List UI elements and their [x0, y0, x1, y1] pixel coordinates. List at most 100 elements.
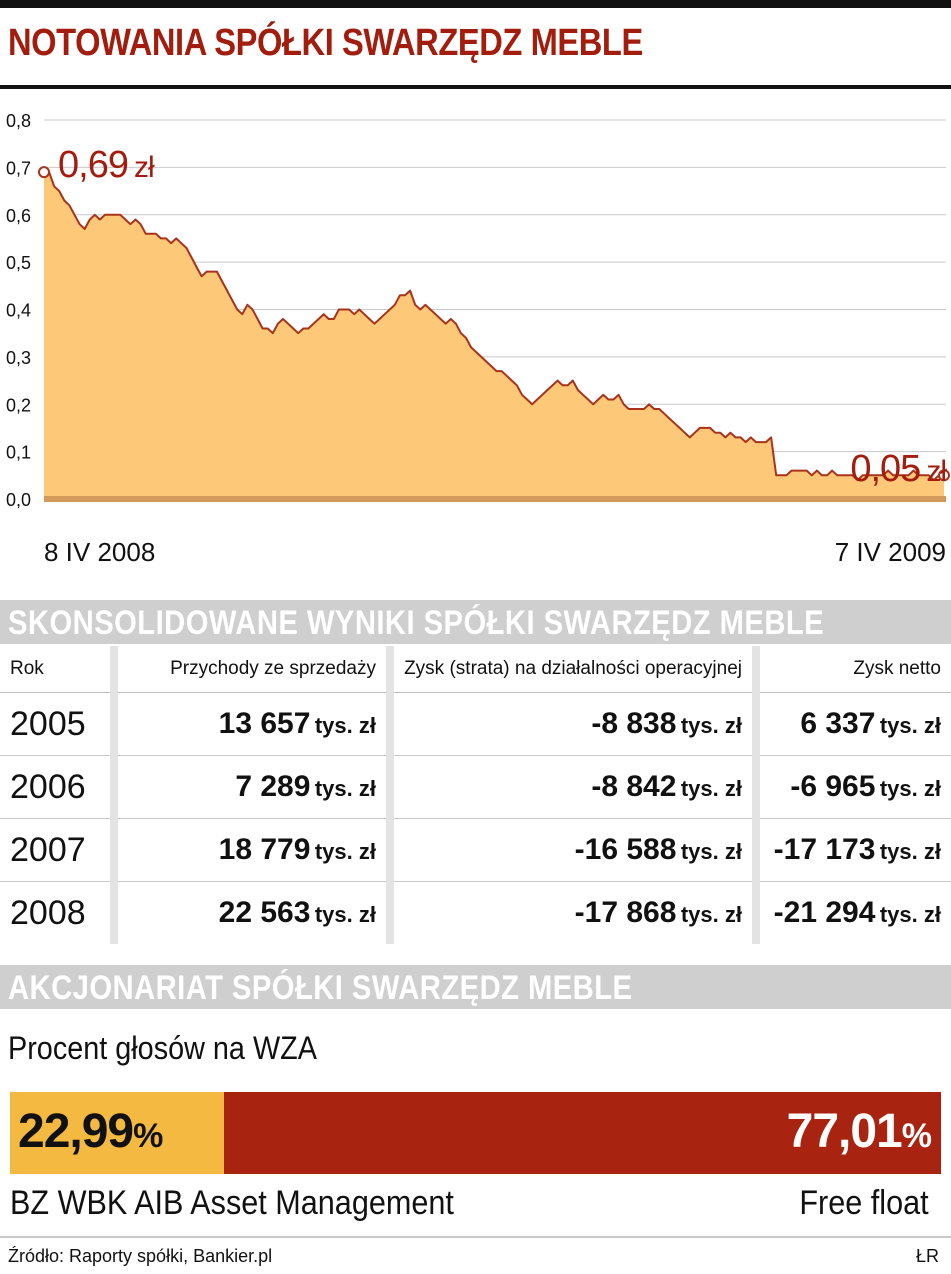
y-tick-label: 0,5: [6, 253, 31, 273]
column-separator: [110, 646, 118, 693]
operating-value: -16 588: [574, 833, 677, 866]
column-separator: [110, 819, 118, 882]
y-tick-label: 0,0: [6, 490, 31, 510]
price-area: [44, 172, 944, 499]
shareholder-percent-bzwbk: 22,99%: [18, 1104, 163, 1159]
column-separator: [110, 882, 118, 944]
net-cell: -6 965 tys. zł: [760, 756, 951, 819]
shareholder-bar: 22,99% 77,01%: [10, 1092, 941, 1174]
shareholder-name-free-float: Free float: [799, 1184, 929, 1222]
unit-label: tys. zł: [314, 776, 376, 801]
end-price-unit: zł: [926, 455, 947, 488]
x-axis-end-label: 7 IV 2009: [835, 537, 946, 567]
unit-label: tys. zł: [680, 776, 742, 801]
column-separator: [386, 882, 394, 944]
column-separator: [386, 693, 394, 756]
y-tick-label: 0,7: [6, 158, 31, 178]
start-point-marker: [38, 166, 50, 179]
percent-value: 22,99: [18, 1105, 134, 1158]
column-separator: [386, 756, 394, 819]
footer-rule: [0, 1236, 951, 1238]
results-table: Rok Przychody ze sprzedaży Zysk (strata)…: [0, 646, 951, 944]
revenue-value: 22 563: [218, 896, 311, 929]
end-point-marker: [938, 469, 950, 482]
unit-label: tys. zł: [680, 902, 742, 927]
top-bar: [0, 0, 951, 8]
unit-label: tys. zł: [879, 776, 941, 801]
revenue-value: 18 779: [218, 833, 311, 866]
column-separator: [110, 756, 118, 819]
price-chart: 0,00,10,20,30,40,50,60,70,8 0,69 zł 0,05 z…: [6, 111, 950, 567]
header-revenue: Przychody ze sprzedaży: [118, 646, 386, 693]
table-row: 2005 13 657 tys. zł -8 838 tys. zł 6 337…: [0, 693, 951, 756]
row-year: 2005: [0, 693, 110, 756]
column-separator: [752, 693, 760, 756]
unit-label: tys. zł: [314, 839, 376, 864]
source-note: Źródło: Raporty spółki, Bankier.pl: [8, 1246, 273, 1266]
end-price-value: 0,05: [850, 448, 920, 490]
net-value: -17 173: [773, 833, 876, 866]
revenue-cell: 22 563 tys. zł: [118, 882, 386, 944]
unit-label: tys. zł: [680, 839, 742, 864]
row-year: 2008: [10, 893, 86, 932]
unit-label: tys. zł: [680, 713, 742, 738]
row-year: 2006: [0, 756, 110, 819]
end-price-annotation: 0,05 zł: [850, 448, 947, 490]
table-row: 2006 7 289 tys. zł -8 842 tys. zł -6 965…: [0, 756, 951, 819]
table-header-row: Rok Przychody ze sprzedaży Zysk (strata)…: [0, 646, 951, 693]
price-line: [44, 171, 944, 482]
operating-cell: -8 842 tys. zł: [394, 756, 752, 819]
start-price-annotation: 0,69 zł: [58, 144, 155, 186]
votes-subtitle: Procent głosów na WZA: [8, 1030, 317, 1066]
shareholder-segment-free-float: 77,01%: [224, 1092, 941, 1174]
operating-value: -17 868: [574, 896, 677, 929]
unit-label: tys. zł: [879, 839, 941, 864]
x-axis-start-label: 8 IV 2008: [44, 537, 155, 567]
author-initials: ŁR: [915, 1246, 939, 1266]
operating-cell: -17 868 tys. zł: [394, 882, 752, 944]
net-cell: -21 294 tys. zł: [760, 882, 951, 944]
revenue-cell: 18 779 tys. zł: [118, 819, 386, 882]
shareholder-name-bzwbk: BZ WBK AIB Asset Management: [10, 1184, 454, 1222]
shareholders-section-title: AKCJONARIAT SPÓŁKI SWARZĘDZ MEBLE: [8, 969, 633, 1007]
y-tick-label: 0,2: [6, 395, 31, 415]
title-rule: [0, 85, 951, 89]
y-tick-label: 0,1: [6, 443, 31, 463]
start-price-value: 0,69: [58, 144, 128, 186]
unit-label: tys. zł: [879, 902, 941, 927]
net-cell: 6 337 tys. zł: [760, 693, 951, 756]
table-row: 2007 18 779 tys. zł -16 588 tys. zł -17 …: [0, 819, 951, 882]
header-operating: Zysk (strata) na działalności operacyjne…: [394, 646, 752, 693]
shareholder-segment-bzwbk: 22,99%: [10, 1092, 225, 1174]
header-year: Rok: [0, 646, 110, 693]
operating-value: -8 838: [591, 707, 677, 740]
revenue-cell: 7 289 tys. zł: [118, 756, 386, 819]
revenue-cell: 13 657 tys. zł: [118, 693, 386, 756]
row-year: 2007: [0, 819, 110, 882]
net-value: -6 965: [790, 770, 876, 803]
net-value: -21 294: [773, 896, 876, 929]
net-cell: -17 173 tys. zł: [760, 819, 951, 882]
y-tick-label: 0,8: [6, 111, 31, 131]
column-separator: [386, 646, 394, 693]
chart-baseline: [44, 496, 946, 502]
percent-value: 77,01: [786, 1105, 903, 1158]
results-section-title: SKONSOLIDOWANE WYNIKI SPÓŁKI SWARZĘDZ ME…: [8, 604, 825, 642]
y-tick-label: 0,3: [6, 348, 31, 368]
header-net: Zysk netto: [760, 646, 951, 693]
unit-label: tys. zł: [879, 713, 941, 738]
percent-sign: %: [901, 1117, 932, 1155]
page-title: NOTOWANIA SPÓŁKI SWARZĘDZ MEBLE: [8, 22, 643, 64]
column-separator: [110, 693, 118, 756]
operating-cell: -8 838 tys. zł: [394, 693, 752, 756]
column-separator: [752, 819, 760, 882]
percent-sign: %: [133, 1117, 163, 1155]
column-separator: [752, 882, 760, 944]
revenue-value: 7 289: [235, 770, 311, 803]
start-price-unit: zł: [134, 151, 155, 184]
net-value: 6 337: [800, 707, 876, 740]
unit-label: tys. zł: [314, 902, 376, 927]
revenue-value: 13 657: [218, 707, 311, 740]
shareholder-percent-free-float: 77,01%: [786, 1104, 932, 1159]
column-separator: [386, 819, 394, 882]
